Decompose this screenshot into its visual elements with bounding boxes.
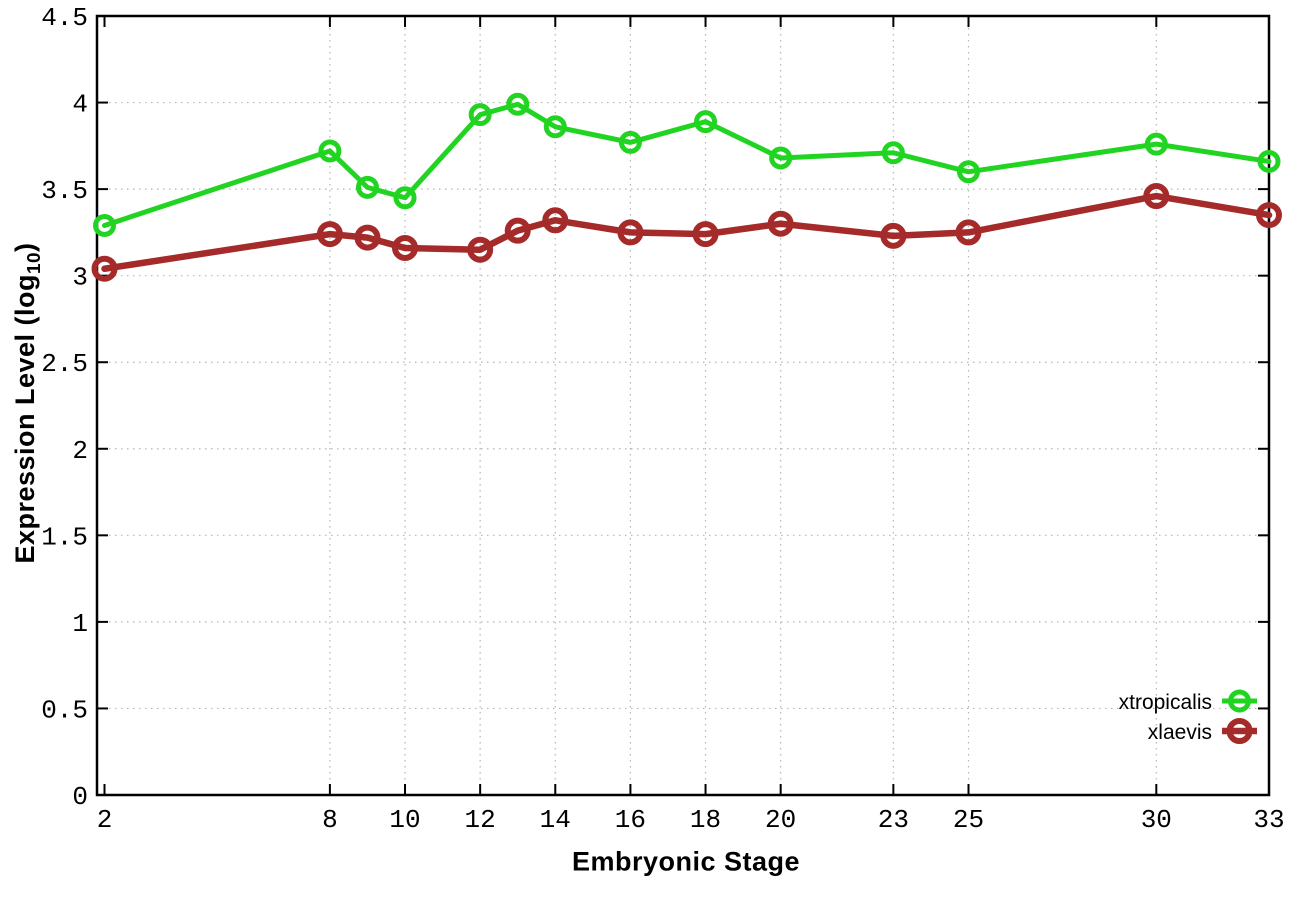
x-tick-label: 16 bbox=[615, 805, 646, 835]
series-marker-xlaevis bbox=[955, 219, 982, 246]
x-tick-label: 30 bbox=[1141, 805, 1172, 835]
y-axis-title-subscript: 10 bbox=[24, 251, 46, 274]
series-marker-xtropicalis bbox=[318, 139, 342, 163]
series-marker-xtropicalis bbox=[694, 110, 718, 134]
y-axis-title-main: Expression Level (log bbox=[9, 273, 40, 564]
y-tick-label: 0 bbox=[72, 782, 88, 812]
series-marker-xtropicalis bbox=[506, 92, 530, 116]
series-marker-xtropicalis bbox=[93, 213, 117, 237]
series-marker-xtropicalis bbox=[468, 103, 492, 127]
series-marker-xlaevis bbox=[316, 221, 343, 248]
x-tick-label: 2 bbox=[97, 805, 113, 835]
y-tick-label: 3 bbox=[72, 263, 88, 293]
y-tick-label: 4.5 bbox=[41, 3, 88, 33]
x-tick-label: 12 bbox=[465, 805, 496, 835]
series-marker-xtropicalis bbox=[1257, 149, 1281, 173]
series-marker-xlaevis bbox=[1256, 202, 1282, 229]
series-marker-xlaevis bbox=[542, 207, 569, 234]
y-axis-title-end: ) bbox=[9, 242, 40, 252]
legend-sample-marker-xtropicalis bbox=[1228, 689, 1251, 713]
y-tick-label: 3.5 bbox=[41, 176, 88, 206]
y-tick-label: 1 bbox=[72, 609, 88, 639]
x-tick-label: 14 bbox=[540, 805, 571, 835]
series-line-xtropicalis bbox=[102, 101, 1272, 228]
x-tick-label: 10 bbox=[389, 805, 420, 835]
legend-label-xlaevis: xlaevis bbox=[1148, 721, 1212, 744]
x-axis-title: Embryonic Stage bbox=[571, 846, 801, 877]
legend-label-xtropicalis: xtropicalis bbox=[1119, 691, 1212, 714]
series-marker-xlaevis bbox=[392, 234, 419, 261]
series-marker-xlaevis bbox=[354, 224, 381, 251]
x-tick-label: 33 bbox=[1253, 805, 1284, 835]
y-tick-label: 0.5 bbox=[41, 695, 88, 725]
series-marker-xtropicalis bbox=[956, 160, 980, 184]
x-tick-label: 8 bbox=[322, 805, 338, 835]
y-tick-label: 2 bbox=[72, 436, 88, 466]
series-line-xlaevis bbox=[101, 192, 1273, 272]
series-marker-xtropicalis bbox=[355, 175, 379, 199]
series-marker-xlaevis bbox=[1143, 183, 1170, 210]
x-tick-label: 23 bbox=[878, 805, 909, 835]
y-tick-label: 2.5 bbox=[41, 349, 88, 379]
plot-border bbox=[95, 14, 1271, 797]
series-marker-xlaevis bbox=[617, 219, 644, 246]
series-marker-xtropicalis bbox=[543, 115, 567, 139]
series-marker-xlaevis bbox=[692, 221, 719, 248]
series-marker-xtropicalis bbox=[769, 146, 793, 170]
series-marker-xlaevis bbox=[767, 210, 794, 237]
series-marker-xtropicalis bbox=[1144, 132, 1168, 156]
series-marker-xlaevis bbox=[880, 222, 907, 249]
legend-sample-marker-xlaevis bbox=[1226, 718, 1253, 744]
x-tick-label: 18 bbox=[690, 805, 721, 835]
x-tick-label: 20 bbox=[765, 805, 796, 835]
y-tick-label: 1.5 bbox=[41, 522, 88, 552]
y-tick-label: 4 bbox=[72, 90, 88, 120]
series-marker-xlaevis bbox=[91, 255, 118, 282]
y-axis-title: Expression Level (log10) bbox=[10, 242, 46, 563]
series-marker-xtropicalis bbox=[393, 186, 417, 210]
x-tick-label: 25 bbox=[953, 805, 984, 835]
series-marker-xlaevis bbox=[467, 236, 494, 263]
series-marker-xtropicalis bbox=[881, 141, 905, 165]
series-marker-xtropicalis bbox=[618, 130, 642, 154]
series-marker-xlaevis bbox=[504, 217, 531, 244]
